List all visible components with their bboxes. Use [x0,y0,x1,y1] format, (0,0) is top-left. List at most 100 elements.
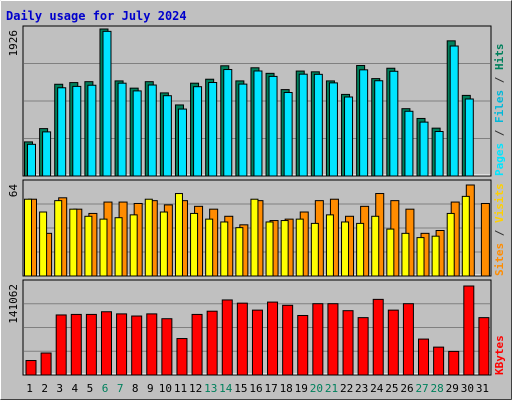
x-tick-label: 31 [476,382,489,395]
bar-files [132,90,142,177]
bar-kbytes [297,314,309,376]
x-tick-label: 6 [102,382,109,395]
x-tick-label: 4 [72,382,79,395]
legend-entry: / [493,223,506,243]
bar-visits [295,218,304,277]
x-tick-label: 26 [400,382,413,395]
legend-visits-sites: Sites / Visits [493,183,506,276]
bar-kbytes [448,350,460,376]
bar-visits [235,227,244,277]
bar-files [389,70,399,177]
x-tick-label: 30 [461,382,474,395]
bar-kbytes [176,338,188,376]
bar-files [87,84,97,177]
bar-files [72,85,82,177]
bar-kbytes [236,302,248,376]
y-max-label: 64 [7,184,20,198]
x-tick-label: 7 [117,382,124,395]
bar-files [298,73,308,177]
bar-visits [174,193,183,277]
x-tick-label: 10 [159,382,172,395]
legend-entry: Hits [493,44,506,71]
bar-visits [159,211,168,277]
x-tick-label: 27 [415,382,428,395]
bar-files [313,73,323,177]
x-tick-label: 14 [219,382,233,395]
bar-files [42,131,52,177]
panel-kbytes: 141062 KBytes [7,279,506,376]
bar-files [449,45,459,177]
bar-visits [220,221,229,277]
bar-kbytes [206,310,218,376]
bar-kbytes [433,346,445,376]
bar-kbytes [100,311,112,376]
bar-visits [416,237,425,277]
legend-entry: / [493,123,506,143]
y-max-label: 1926 [7,30,20,57]
x-tick-label: 21 [325,382,338,395]
panel-visits-sites: 64 Sites / Visits [7,179,506,277]
bar-kbytes [131,315,143,376]
bar-visits [114,217,123,277]
bar-files [102,30,112,177]
x-tick-label: 23 [355,382,368,395]
x-tick-label: 9 [147,382,154,395]
bar-visits [54,200,63,277]
bar-visits [250,198,259,277]
x-tick-label: 3 [56,382,63,395]
bar-kbytes [387,309,399,376]
bar-visits [69,208,78,277]
bar-kbytes [85,313,97,376]
x-tick-label: 22 [340,382,353,395]
bar-files [223,69,233,177]
legend-entry: Files [493,90,506,123]
x-tick-label: 29 [446,382,459,395]
bar-kbytes [372,298,384,376]
bar-visits [401,232,410,277]
bar-visits [280,220,289,277]
bar-kbytes [402,303,414,376]
bar-visits [24,198,32,277]
bar-files [283,92,293,177]
bar-visits [190,212,199,277]
bar-files [177,108,187,177]
bar-kbytes [327,303,339,376]
x-tick-label: 1 [26,382,33,395]
bar-files [57,87,67,177]
bar-kbytes [312,303,324,376]
x-tick-label: 2 [41,382,48,395]
x-tick-label: 13 [204,382,217,395]
x-tick-label: 19 [295,382,308,395]
legend-entry: / [493,70,506,90]
bar-files [419,121,429,177]
bar-visits [99,218,108,277]
bar-kbytes [463,285,475,376]
bar-sites [480,202,490,277]
bar-files [162,95,172,177]
bar-files [464,98,474,177]
bar-visits [325,214,334,277]
x-tick-label: 12 [189,382,202,395]
bar-files [238,83,248,177]
bar-visits [431,235,440,277]
bar-visits [310,222,319,277]
bar-files [268,75,278,177]
bar-visits [446,212,455,277]
bar-visits [129,214,138,277]
bar-files [147,84,157,177]
legend-kbytes: KBytes [493,335,506,375]
legend-entry: Pages [493,143,506,176]
bar-kbytes [282,304,294,376]
bar-files [359,69,369,177]
bar-kbytes [478,317,490,376]
x-tick-label: 18 [280,382,293,395]
bar-files [27,143,36,177]
x-tick-label: 5 [87,382,94,395]
x-tick-label: 25 [385,382,398,395]
bar-files [193,86,203,177]
x-tick-label: 15 [234,382,247,395]
bar-kbytes [342,310,354,376]
chart-title: Daily usage for July 2024 [6,9,187,23]
bar-kbytes [221,299,233,376]
